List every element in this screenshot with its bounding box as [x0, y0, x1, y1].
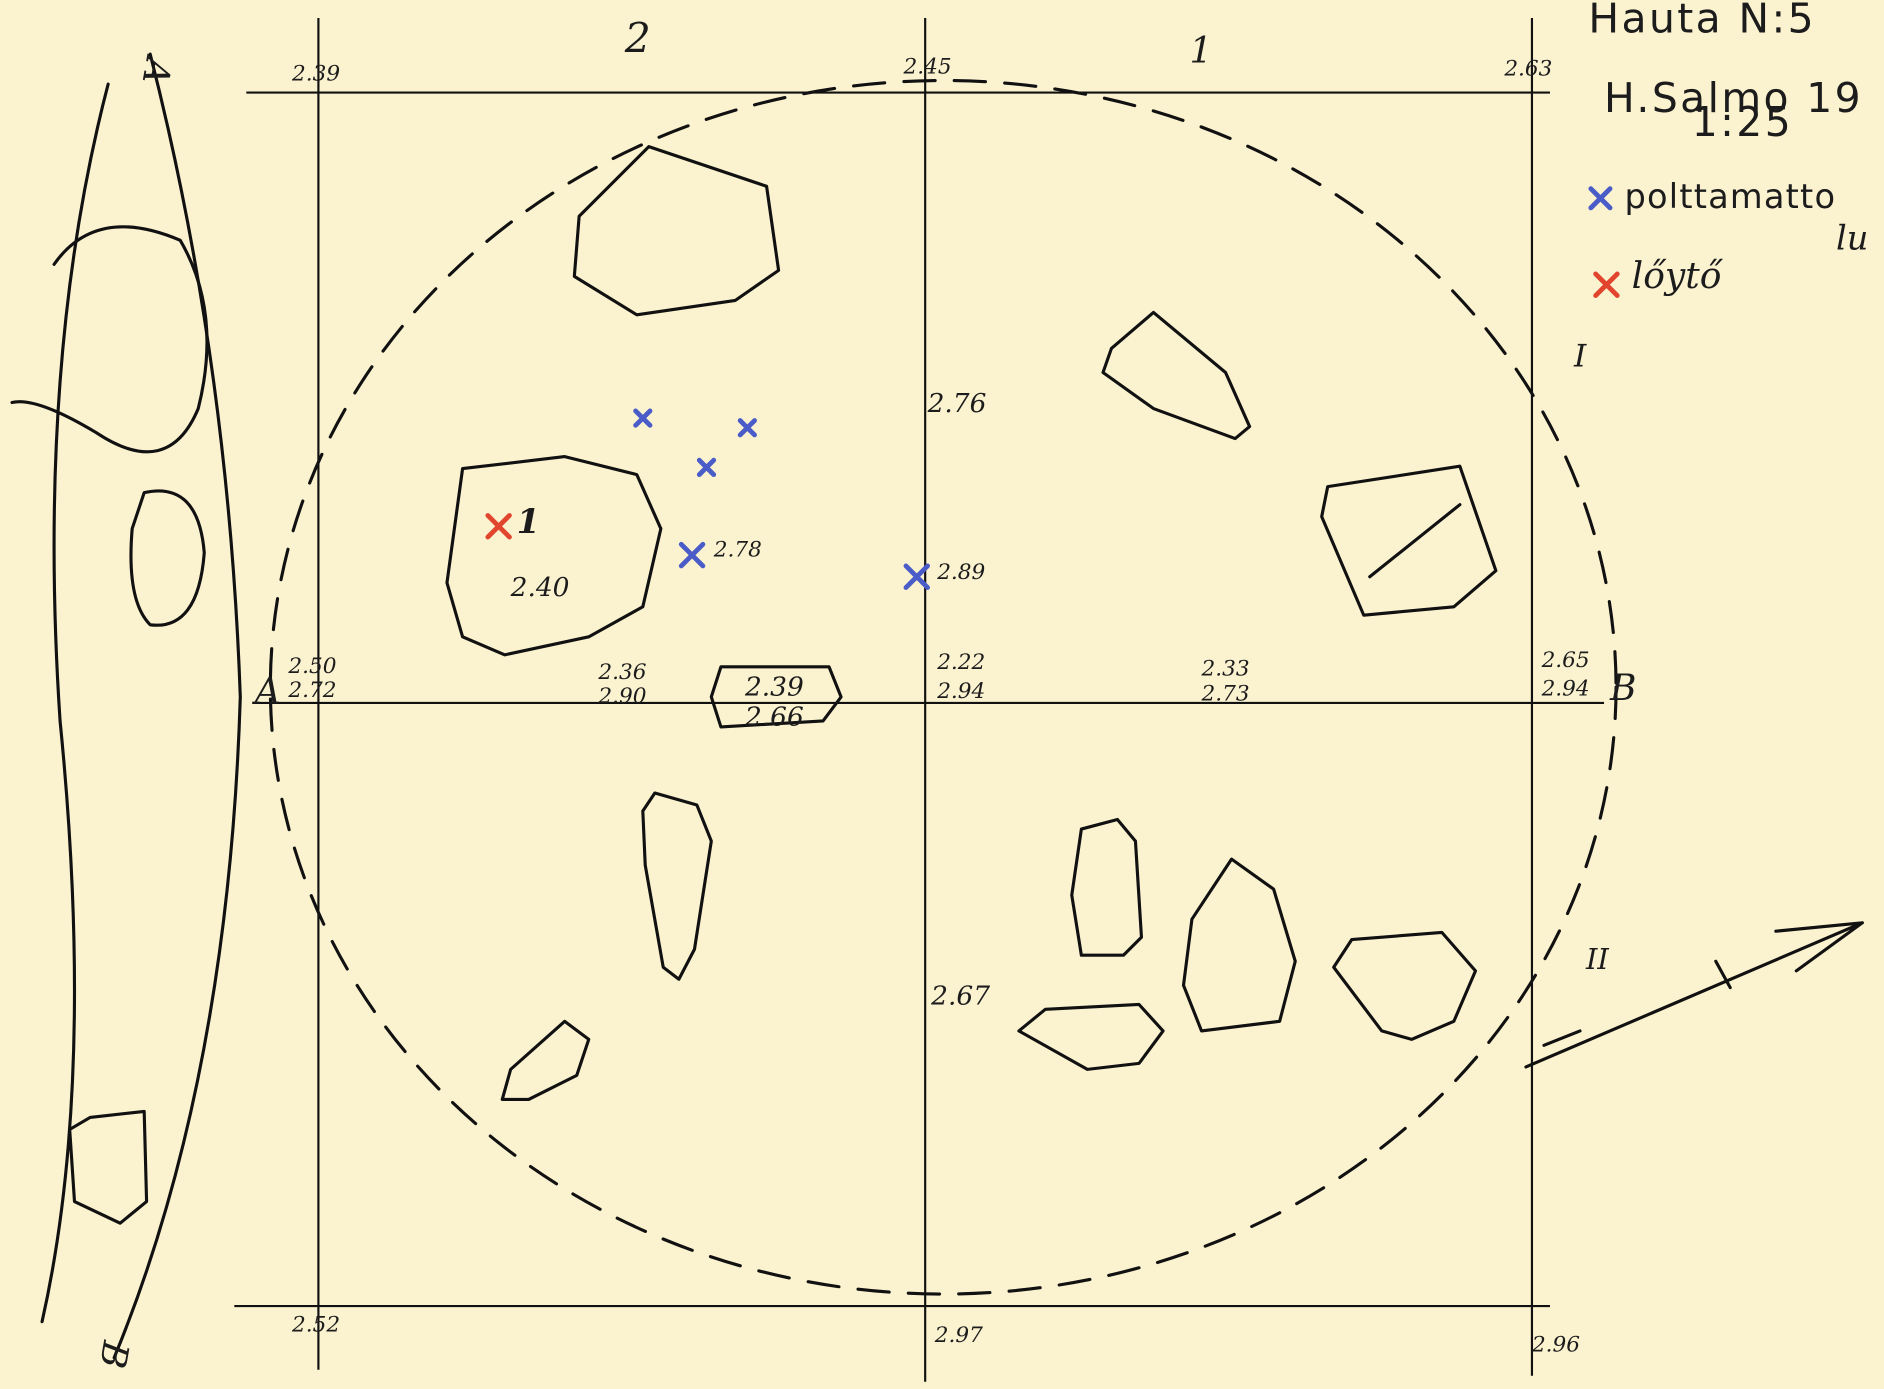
elevation: 2.50 [287, 654, 336, 679]
elevation: 2.22 [936, 650, 985, 675]
grid [234, 18, 1605, 1382]
north-arrow [1524, 921, 1864, 1069]
profile [10, 52, 242, 1360]
elevation: 2.66 [744, 702, 804, 733]
stone [1181, 857, 1297, 1033]
stone [1320, 464, 1498, 617]
find-marker [903, 563, 930, 590]
section-label: II [1585, 942, 1609, 976]
elevation: 2.73 [1201, 682, 1250, 707]
elevation: 2.40 [510, 572, 570, 603]
stones [445, 145, 1498, 1101]
legend-label: lu [1836, 218, 1868, 257]
point-label: A [252, 672, 281, 713]
legend-label: lőytő [1632, 256, 1724, 297]
profile-stone [10, 225, 209, 454]
stone [1017, 1002, 1165, 1071]
profile-stone [68, 1109, 149, 1225]
stone [641, 791, 713, 981]
arrow [1524, 921, 1864, 1069]
legend-label: polttamatto [1624, 177, 1836, 216]
find-marker [678, 541, 706, 569]
find-marker [1588, 186, 1613, 211]
profile-line [40, 82, 110, 1324]
profile-stone [129, 489, 206, 627]
stone [572, 145, 781, 317]
find-label: 1 [517, 501, 540, 541]
elevation: 2.96 [1531, 1333, 1580, 1358]
elevation: 2.52 [291, 1312, 340, 1337]
column-label: 1 [1190, 31, 1213, 72]
elevation: 2.65 [1541, 648, 1590, 673]
scale: 1:25 [1692, 98, 1793, 146]
find-marker [485, 513, 512, 540]
stone [1332, 930, 1478, 1041]
point-label: B [1609, 668, 1636, 709]
elevation: 2.76 [927, 388, 987, 419]
find-marker [1593, 271, 1620, 298]
elevation: 2.90 [597, 684, 646, 709]
title: Hauta N:5 [1588, 0, 1816, 43]
stone [1070, 817, 1144, 957]
stone [709, 665, 843, 729]
elevation: 2.97 [934, 1323, 983, 1348]
elevation: 2.45 [903, 54, 952, 79]
elevation: 2.39 [744, 671, 804, 702]
author: H.Salmo 19 [1604, 74, 1863, 122]
column-label: 2 [624, 15, 651, 63]
elevation: 2.78 [713, 537, 762, 562]
elevation: 2.36 [597, 660, 646, 685]
grave-outline [268, 78, 1618, 1296]
profile-line [112, 52, 242, 1360]
stone [445, 455, 663, 657]
section-label: I [1573, 339, 1587, 375]
find-marker [737, 418, 757, 438]
elevation: 2.89 [936, 560, 985, 585]
find-marker [696, 457, 717, 478]
elevation: 2.72 [287, 678, 336, 703]
elevation: 2.67 [930, 980, 990, 1011]
stone [1101, 310, 1252, 441]
elevation: 2.39 [291, 62, 340, 87]
stone [500, 1019, 591, 1101]
elevation: 2.94 [936, 679, 985, 704]
elevation: 2.63 [1503, 57, 1552, 82]
find-marker [633, 408, 653, 428]
elevation: 2.94 [1541, 677, 1590, 702]
elevation: 2.33 [1201, 656, 1250, 681]
